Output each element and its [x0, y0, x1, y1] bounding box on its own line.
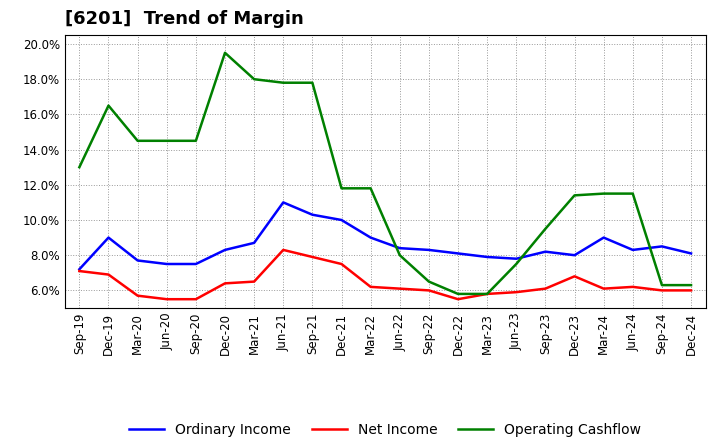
Operating Cashflow	[163, 138, 171, 143]
Ordinary Income	[75, 267, 84, 272]
Ordinary Income	[629, 247, 637, 253]
Net Income	[192, 297, 200, 302]
Operating Cashflow	[599, 191, 608, 196]
Ordinary Income	[687, 251, 696, 256]
Ordinary Income	[541, 249, 550, 254]
Net Income	[629, 284, 637, 290]
Line: Operating Cashflow: Operating Cashflow	[79, 53, 691, 294]
Net Income	[308, 254, 317, 260]
Net Income	[75, 268, 84, 274]
Operating Cashflow	[657, 282, 666, 288]
Net Income	[220, 281, 229, 286]
Net Income	[657, 288, 666, 293]
Net Income	[425, 288, 433, 293]
Net Income	[483, 291, 492, 297]
Operating Cashflow	[308, 80, 317, 85]
Text: [6201]  Trend of Margin: [6201] Trend of Margin	[65, 10, 304, 28]
Net Income	[163, 297, 171, 302]
Net Income	[337, 261, 346, 267]
Ordinary Income	[512, 256, 521, 261]
Ordinary Income	[250, 240, 258, 246]
Legend: Ordinary Income, Net Income, Operating Cashflow: Ordinary Income, Net Income, Operating C…	[124, 418, 647, 440]
Operating Cashflow	[512, 261, 521, 267]
Ordinary Income	[395, 246, 404, 251]
Operating Cashflow	[192, 138, 200, 143]
Net Income	[512, 290, 521, 295]
Operating Cashflow	[629, 191, 637, 196]
Operating Cashflow	[220, 50, 229, 55]
Ordinary Income	[366, 235, 375, 240]
Operating Cashflow	[337, 186, 346, 191]
Operating Cashflow	[75, 165, 84, 170]
Net Income	[366, 284, 375, 290]
Ordinary Income	[308, 212, 317, 217]
Net Income	[570, 274, 579, 279]
Operating Cashflow	[483, 291, 492, 297]
Operating Cashflow	[279, 80, 287, 85]
Net Income	[687, 288, 696, 293]
Ordinary Income	[133, 258, 142, 263]
Net Income	[104, 272, 113, 277]
Net Income	[250, 279, 258, 284]
Operating Cashflow	[104, 103, 113, 108]
Operating Cashflow	[425, 279, 433, 284]
Ordinary Income	[337, 217, 346, 223]
Ordinary Income	[570, 253, 579, 258]
Operating Cashflow	[454, 291, 462, 297]
Ordinary Income	[220, 247, 229, 253]
Net Income	[133, 293, 142, 298]
Ordinary Income	[454, 251, 462, 256]
Operating Cashflow	[541, 226, 550, 231]
Net Income	[395, 286, 404, 291]
Operating Cashflow	[687, 282, 696, 288]
Ordinary Income	[279, 200, 287, 205]
Net Income	[454, 297, 462, 302]
Ordinary Income	[483, 254, 492, 260]
Net Income	[279, 247, 287, 253]
Operating Cashflow	[366, 186, 375, 191]
Line: Ordinary Income: Ordinary Income	[79, 202, 691, 269]
Operating Cashflow	[395, 253, 404, 258]
Ordinary Income	[657, 244, 666, 249]
Ordinary Income	[599, 235, 608, 240]
Ordinary Income	[163, 261, 171, 267]
Net Income	[599, 286, 608, 291]
Ordinary Income	[425, 247, 433, 253]
Operating Cashflow	[250, 77, 258, 82]
Ordinary Income	[192, 261, 200, 267]
Net Income	[541, 286, 550, 291]
Operating Cashflow	[133, 138, 142, 143]
Line: Net Income: Net Income	[79, 250, 691, 299]
Ordinary Income	[104, 235, 113, 240]
Operating Cashflow	[570, 193, 579, 198]
